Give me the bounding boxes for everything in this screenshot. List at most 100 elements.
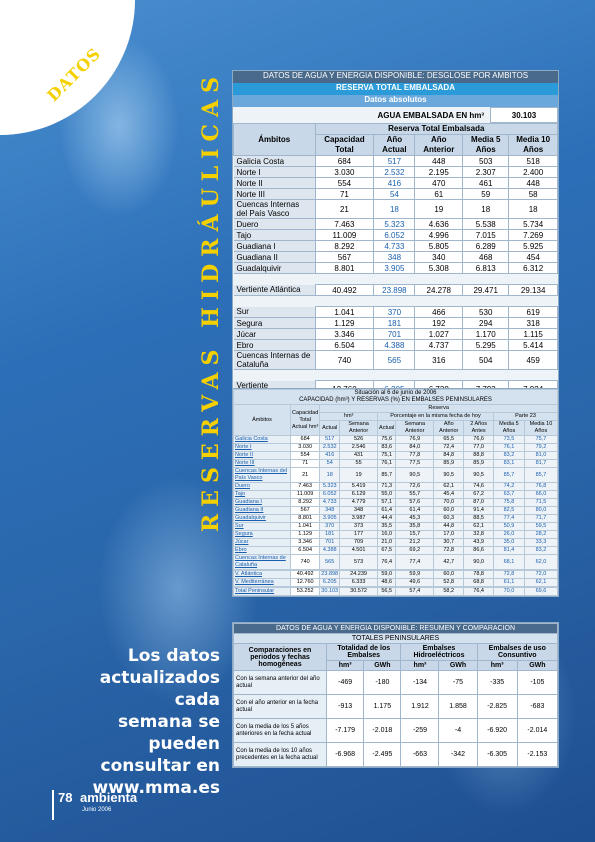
col-header: Año Anterior	[414, 134, 464, 156]
cell-value: 72,6	[395, 482, 435, 491]
cell-value: 5.419	[339, 482, 379, 491]
row-label: Tajo	[233, 229, 315, 241]
cell-value: 40.492	[289, 570, 321, 579]
col-hidro: Embalses Hidroeléctricos	[400, 643, 478, 661]
cell-value: 431	[339, 451, 379, 460]
cell-value: 6.052	[319, 490, 341, 499]
row-label: Norte II	[233, 177, 315, 189]
cell-value: -469	[325, 670, 365, 695]
cell-value: 4.737	[414, 339, 464, 351]
cell-value: 62,1	[433, 482, 465, 491]
cell-value: 2.532	[319, 443, 341, 452]
cell-value: 45,4	[433, 490, 465, 499]
cell-value: 177	[339, 530, 379, 539]
table-row: Guadiana II 567 348 340 468 454	[233, 251, 558, 263]
cell-value: 60,0	[433, 570, 465, 579]
table-row: Cuencas Internas de Cataluña 740 565 573 76,…	[233, 554, 559, 570]
cell-value: 23.898	[319, 570, 341, 579]
table-subtitle: TOTALES PENINSULARES	[233, 633, 558, 644]
cell-value: 5.323	[319, 482, 341, 491]
cell-value: 5.538	[462, 218, 510, 230]
agua-value: 30.103	[490, 107, 558, 123]
cell-value: 35,5	[377, 522, 397, 531]
cell-value: 71,7	[523, 514, 559, 523]
table-row: Norte II 554 416 470 461 448	[233, 177, 558, 189]
cell-value: 83,6	[377, 443, 397, 452]
cell-value: 76,9	[395, 435, 435, 444]
row-label: Cuencas Internas de Cataluña	[233, 554, 291, 570]
row-label: Con la media de los 10 años precedentes …	[233, 742, 327, 767]
cell-value: 54	[319, 459, 341, 468]
cell-value: -683	[516, 694, 559, 719]
cell-value: 6.312	[508, 262, 558, 274]
cell-value: 72,8	[433, 546, 465, 555]
cell-value: 709	[339, 538, 379, 547]
table-row: Duero 7.463 5.323 4.636 5.538 5.734	[233, 218, 558, 230]
cell-value: 526	[339, 435, 379, 444]
cell-value: 18	[319, 467, 341, 483]
table-row: Ebro 6.504 4.388 4.737 5.295 5.414	[233, 339, 558, 351]
cell-value: 530	[462, 306, 510, 318]
table-title-line: CAPACIDAD (hm³) Y RESERVAS (%) EN EMBALS…	[299, 397, 492, 403]
cell-value: 468	[462, 251, 510, 263]
cell-value: 30,7	[433, 538, 465, 547]
cell-value: 370	[373, 306, 416, 318]
unit-header: hm³	[325, 660, 365, 671]
cell-value: 68,8	[463, 578, 495, 587]
cell-value: 1.175	[363, 694, 402, 719]
cell-value: 33,3	[523, 538, 559, 547]
col-group: Reserva Total Embalsada	[314, 123, 558, 135]
cell-value: 72,0	[523, 570, 559, 579]
row-label: V. Atlántica	[233, 570, 291, 579]
cell-value: 517	[319, 435, 341, 444]
cell-value: 49,6	[395, 578, 435, 587]
cell-value: 181	[373, 317, 416, 329]
summary-table: DATOS DE AGUA Y ENERGIA DISPONIBLE: RESU…	[233, 623, 559, 767]
col-capacity: Capacidad Total Actual hm³	[289, 404, 321, 436]
cell-value: -913	[325, 694, 365, 719]
cell-value: 3.905	[319, 514, 341, 523]
table-row: Norte I 3.030 2.532 2.195 2.307 2.400	[233, 166, 558, 178]
cell-value: 1.129	[314, 317, 375, 329]
cell-value: 4.779	[339, 498, 379, 507]
cell-value: 59,5	[523, 522, 559, 531]
cell-value: 71	[289, 459, 321, 468]
table-row: Con el año anterior en la fecha actual -9…	[233, 694, 559, 719]
cell-value: 71,5	[523, 498, 559, 507]
cell-value: 78,8	[463, 570, 495, 579]
summary-table-panel: DATOS DE AGUA Y ENERGIA DISPONIBLE: RESU…	[232, 622, 559, 768]
table-row: Ebro 6.504 4.388 4.501 67,5 69,2 72,8 86,6 81,4 8…	[233, 546, 559, 555]
cell-value: 619	[508, 306, 558, 318]
table-row: Júcar 3.346 701 1.027 1.170 1.115	[233, 328, 558, 340]
table-row: V. Mediterránea 12.760 6.205 6.333 48,6 49,6 5…	[233, 578, 559, 587]
col-header: Capacidad Total	[314, 134, 375, 156]
cell-value: 4.733	[373, 240, 416, 252]
cell-value: 88,5	[463, 514, 495, 523]
cell-value: 71,3	[377, 482, 397, 491]
cell-value: -2.153	[516, 742, 559, 767]
cell-value: 85,9	[463, 459, 495, 468]
spacer-cell	[234, 296, 558, 307]
promo-url[interactable]: www.mma.es	[92, 778, 221, 798]
cell-value: 61	[414, 188, 464, 200]
table-row: Con la media de los 5 años anteriores en…	[233, 718, 559, 743]
cell-value: 461	[462, 177, 510, 189]
cell-value: 554	[289, 451, 321, 460]
row-label: Segura	[233, 317, 315, 329]
cell-value: -4	[438, 718, 478, 743]
cell-value: 5.805	[414, 240, 464, 252]
cell-value: 8.801	[314, 262, 375, 274]
cell-value: 17,0	[433, 530, 465, 539]
cell-value: 19	[414, 199, 464, 219]
col-consuntivo: Embalses de uso Consuntivo	[476, 643, 559, 661]
table-row: Norte III 71 54 55 76,1 77,5 85,9 85,9 83,1 81,7	[233, 459, 559, 468]
agua-label: AGUA EMBALSADA EN hm³	[377, 110, 484, 120]
cell-value: -6.920	[476, 718, 518, 743]
promo-line: semana se pueden	[118, 712, 220, 754]
cell-value: 59	[462, 188, 510, 200]
cell-value: 57,4	[395, 587, 435, 596]
cell-value: 55	[339, 459, 379, 468]
cell-value: 57,1	[377, 498, 397, 507]
cell-value: 58	[508, 188, 558, 200]
unit-header: GWh	[363, 660, 402, 671]
